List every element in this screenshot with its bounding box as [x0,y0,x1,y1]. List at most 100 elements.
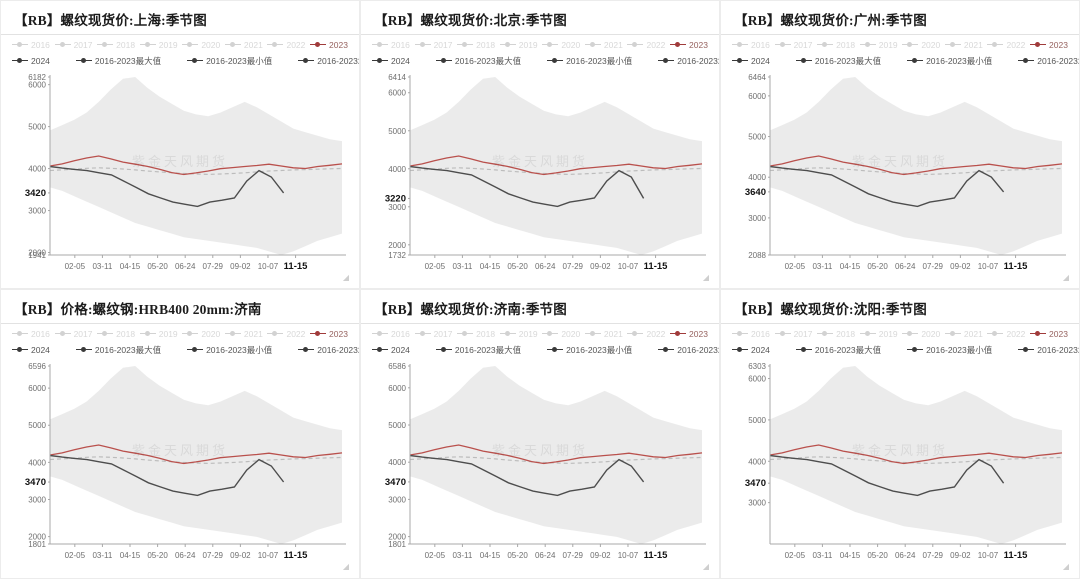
legend-item-2018[interactable]: 2018 [97,329,135,339]
resize-handle[interactable]: ◢ [702,562,709,571]
legend-marker-icon [547,347,564,353]
legend-item-2016[interactable]: 2016 [732,40,770,50]
legend-item-series-3[interactable]: 2016-2023均值 [1018,55,1079,67]
legend-label: 2020 [201,39,221,50]
legend-item-2022[interactable]: 2022 [267,329,305,339]
legend-item-series-1[interactable]: 2016-2023最大值 [435,344,521,356]
range-band [410,366,702,544]
legend-item-2019[interactable]: 2019 [499,329,538,339]
x-tick-label: 06-24 [535,262,556,271]
plot-area: 6464 6000 5000 4000 3000 2088 3640 02-05 03-11 04… [730,69,1070,284]
legend-item-2021[interactable]: 2021 [584,329,623,339]
legend-item-2023[interactable]: 2023 [670,329,708,339]
legend-item-2016[interactable]: 2016 [372,40,410,50]
legend-marker-icon [542,42,559,48]
legend-item-2017[interactable]: 2017 [54,329,93,339]
legend-item-series-3[interactable]: 2016-2023均值 [658,55,719,67]
resize-handle[interactable]: ◢ [342,273,349,282]
legend-item-2019[interactable]: 2019 [859,40,898,50]
legend-item-series-2[interactable]: 2016-2023最小值 [187,344,272,356]
legend-item-2020[interactable]: 2020 [542,40,580,50]
legend-item-2020[interactable]: 2020 [902,329,940,339]
legend-item-2023[interactable]: 2023 [1030,40,1068,50]
resize-handle[interactable]: ◢ [342,562,349,571]
resize-handle[interactable]: ◢ [1062,562,1069,571]
legend-item-2018[interactable]: 2018 [457,40,495,50]
legend-item-2016[interactable]: 2016 [12,40,50,50]
current-value-label: 3640 [745,187,766,198]
legend-item-2022[interactable]: 2022 [987,329,1025,339]
legend-item-2019[interactable]: 2019 [499,40,538,50]
legend-item-2022[interactable]: 2022 [987,40,1025,50]
legend-item-2020[interactable]: 2020 [902,40,940,50]
legend-item-series-1[interactable]: 2016-2023最大值 [75,344,161,356]
legend-item-2017[interactable]: 2017 [774,40,813,50]
legend-item-2017[interactable]: 2017 [774,329,813,339]
resize-handle[interactable]: ◢ [702,273,709,282]
legend-item-2018[interactable]: 2018 [457,329,495,339]
legend-item-series-1[interactable]: 2016-2023最大值 [75,55,161,67]
legend-label: 2018 [836,328,856,339]
seasonal-chart[interactable]: 6303 6000 5000 4000 3000 3470 02-05 03-11 04-15 0… [730,358,1070,573]
legend-item-series-1[interactable]: 2016-2023最大值 [435,55,521,67]
legend-item-2022[interactable]: 2022 [627,40,665,50]
legend-item-2020[interactable]: 2020 [182,40,220,50]
legend-item-2023[interactable]: 2023 [310,329,348,339]
legend-item-2023[interactable]: 2023 [310,40,348,50]
legend-item-series-3[interactable]: 2016-2023均值 [298,55,359,67]
legend-item-series-1[interactable]: 2016-2023最大值 [795,344,881,356]
legend-item-2021[interactable]: 2021 [944,329,983,339]
legend-item-2019[interactable]: 2019 [139,329,178,339]
legend-item-2016[interactable]: 2016 [12,329,50,339]
legend-item-2021[interactable]: 2021 [584,40,623,50]
legend-marker-icon [817,331,834,337]
legend-item-series-2[interactable]: 2016-2023最小值 [187,55,272,67]
legend-item-2023[interactable]: 2023 [1030,329,1068,339]
legend-item-2019[interactable]: 2019 [139,40,178,50]
legend-item-series-0[interactable]: 2024 [12,56,50,66]
legend-item-2019[interactable]: 2019 [859,329,898,339]
legend-item-2022[interactable]: 2022 [627,329,665,339]
resize-handle[interactable]: ◢ [1062,273,1069,282]
legend-item-series-0[interactable]: 2024 [732,345,770,355]
legend-marker-icon [732,58,748,64]
legend-marker-icon [298,347,315,353]
legend-item-2021[interactable]: 2021 [224,329,263,339]
chart-title: 【RB】价格:螺纹钢:HRB400 20mm:济南 [14,302,262,317]
legend-item-series-2[interactable]: 2016-2023最小值 [547,344,632,356]
legend-item-2020[interactable]: 2020 [182,329,220,339]
legend-item-2020[interactable]: 2020 [542,329,580,339]
legend-item-2016[interactable]: 2016 [372,329,410,339]
legend-item-2017[interactable]: 2017 [414,40,453,50]
legend-item-2023[interactable]: 2023 [670,40,708,50]
legend-item-2018[interactable]: 2018 [817,329,855,339]
y-tick-label: 1801 [28,540,46,549]
legend-item-series-1[interactable]: 2016-2023最大值 [795,55,881,67]
legend-item-series-2[interactable]: 2016-2023最小值 [547,55,632,67]
legend-label: 2018 [836,39,856,50]
legend-item-series-3[interactable]: 2016-2023均值 [298,344,359,356]
legend-item-series-2[interactable]: 2016-2023最小值 [907,344,992,356]
legend-item-2017[interactable]: 2017 [54,40,93,50]
legend-item-2016[interactable]: 2016 [732,329,770,339]
legend-item-series-0[interactable]: 2024 [372,345,410,355]
legend-item-2018[interactable]: 2018 [97,40,135,50]
legend-item-series-0[interactable]: 2024 [372,56,410,66]
legend-item-series-3[interactable]: 2016-2023均值 [658,344,719,356]
seasonal-chart[interactable]: 6464 6000 5000 4000 3000 2088 3640 02-05 03-11 04… [730,69,1070,284]
legend-item-2021[interactable]: 2021 [944,40,983,50]
legend-item-2021[interactable]: 2021 [224,40,263,50]
legend-item-series-2[interactable]: 2016-2023最小值 [907,55,992,67]
legend-label: 2023 [1049,39,1068,50]
legend-item-2017[interactable]: 2017 [414,329,453,339]
legend-item-series-0[interactable]: 2024 [732,56,770,66]
legend-item-series-3[interactable]: 2016-2023均值 [1018,344,1079,356]
legend-item-series-0[interactable]: 2024 [12,345,50,355]
legend-label: 2016-2023最小值 [566,55,633,66]
legend-item-2018[interactable]: 2018 [817,40,855,50]
legend-item-2022[interactable]: 2022 [267,40,305,50]
